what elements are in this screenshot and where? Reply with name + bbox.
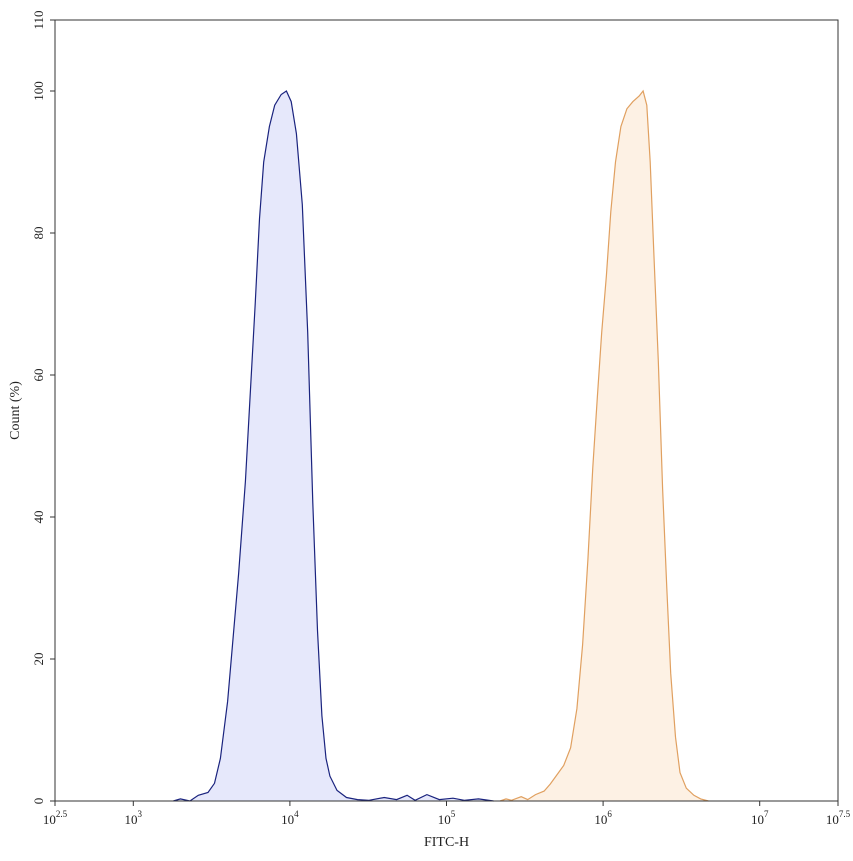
x-tick-label-3: 105 (438, 809, 456, 827)
plot-frame (54, 19, 839, 802)
y-tick-label-1: 20 (31, 653, 46, 666)
series-1-line (173, 90, 494, 802)
x-tick-label-6: 107.5 (826, 809, 851, 827)
y-tick-label-3: 60 (31, 369, 46, 382)
x-tick-label-1: 103 (125, 809, 143, 827)
y-axis: 0 20 40 60 80 100 110 (31, 10, 55, 804)
series-layer (173, 89, 709, 802)
y-tick-label-6: 110 (31, 10, 46, 29)
series-1-area (173, 91, 494, 801)
y-axis-title: Count (%) (8, 381, 23, 440)
series-2-area (500, 91, 709, 801)
y-tick-label-2: 40 (31, 511, 46, 524)
x-tick-label-2: 104 (281, 809, 299, 827)
x-axis-title: FITC-H (424, 835, 469, 850)
x-tick-label-5: 107 (751, 809, 769, 827)
x-axis: 102.5 103 104 105 106 107 107.5 (43, 801, 851, 827)
x-tick-label-4: 106 (594, 809, 612, 827)
x-tick-label-0: 102.5 (43, 809, 68, 827)
y-tick-label-5: 100 (31, 81, 46, 101)
y-tick-label-0: 0 (31, 798, 46, 805)
series-2-line (499, 89, 709, 802)
y-tick-label-4: 80 (31, 227, 46, 240)
